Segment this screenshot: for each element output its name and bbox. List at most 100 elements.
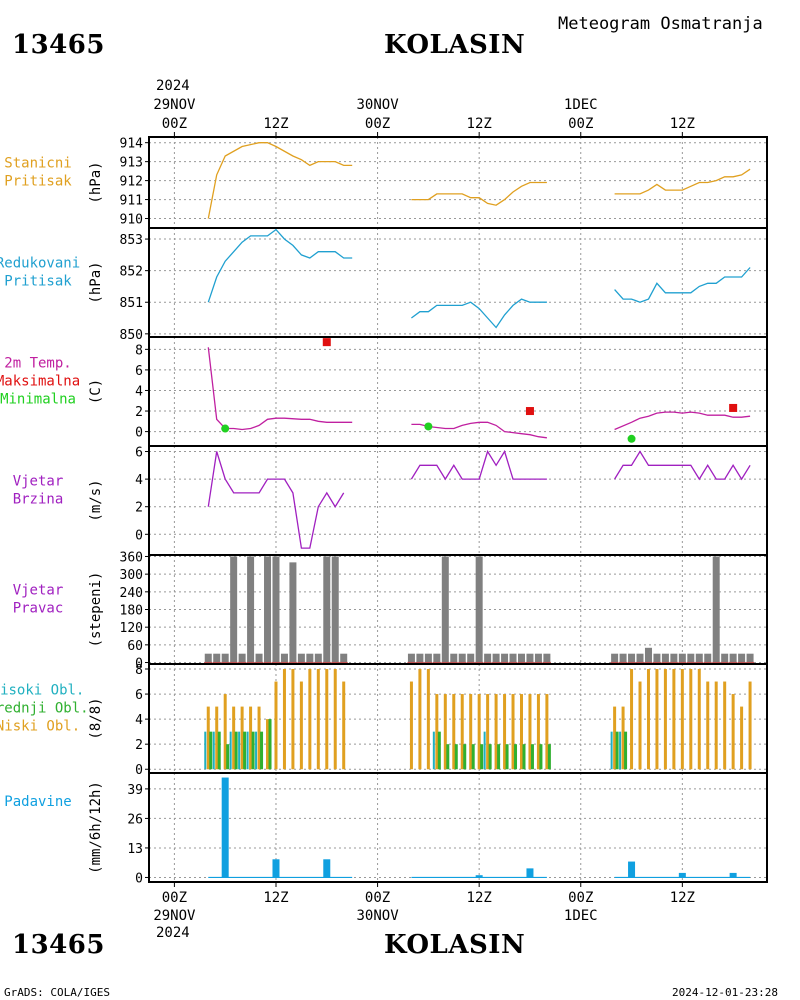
reduced_pressure-line xyxy=(207,228,353,303)
direction-bar xyxy=(213,653,221,663)
precip-bar xyxy=(272,859,280,878)
direction-bar xyxy=(509,653,517,663)
direction-bar xyxy=(543,653,551,663)
y-tick-label: 914 xyxy=(120,137,144,152)
y-tick-label: 120 xyxy=(120,621,143,636)
panel-label: Vjetar xyxy=(13,583,64,599)
y-tick-label: 0 xyxy=(135,871,143,886)
precip-bar xyxy=(323,859,331,878)
y-tick-label: 912 xyxy=(120,175,143,190)
cloud-low-bar xyxy=(409,681,413,770)
y-axis-unit: (mm/6h/12h) xyxy=(88,781,104,874)
y-tick-label: 910 xyxy=(120,213,143,228)
panel-label: Brzina xyxy=(13,492,64,508)
cloud-low-bar xyxy=(249,706,253,770)
cloud-mid-bar xyxy=(226,744,230,770)
y-axis-unit: (stepeni) xyxy=(88,572,104,648)
cloud-low-bar xyxy=(646,669,650,770)
cloud-low-bar xyxy=(232,706,236,770)
direction-bar xyxy=(619,653,627,663)
direction-bar xyxy=(247,556,255,663)
cloud-low-bar xyxy=(486,694,490,770)
cloud-low-bar xyxy=(655,669,659,770)
y-tick-label: 6 xyxy=(135,688,143,703)
reduced_pressure-line xyxy=(614,267,751,303)
direction-bar xyxy=(517,653,525,663)
cloud-mid-bar xyxy=(480,744,484,770)
tmin-marker xyxy=(221,424,230,433)
cloud-mid-bar xyxy=(251,731,255,770)
station-id-bottom: 13465 xyxy=(12,930,105,960)
direction-bar xyxy=(340,653,348,663)
cloud-low-bar xyxy=(308,669,312,770)
direction-bar xyxy=(721,653,729,663)
panel-label: Padavine xyxy=(4,794,71,810)
cloud-low-bar xyxy=(621,706,625,770)
tmin-marker xyxy=(424,422,433,431)
cloud-low-bar xyxy=(282,669,286,770)
cloud-mid-bar xyxy=(530,744,534,770)
y-axis-unit: (hPa) xyxy=(88,261,104,303)
direction-bar xyxy=(712,556,720,663)
top-year-label: 2024 xyxy=(156,78,190,94)
cloud-mid-bar xyxy=(463,744,467,770)
direction-bar xyxy=(661,653,669,663)
cloud-high-bar xyxy=(432,731,435,770)
cloud-low-bar xyxy=(528,694,532,770)
time-hour-label-bottom: 00Z xyxy=(365,890,390,906)
cloud-low-bar xyxy=(291,669,295,770)
panel-label: Redukovani xyxy=(0,256,80,272)
cloud-mid-bar xyxy=(505,744,509,770)
panel-label: Minimalna xyxy=(0,392,76,408)
cloud-low-bar xyxy=(316,669,320,770)
direction-bar xyxy=(670,653,678,663)
cloud-low-bar xyxy=(469,694,473,770)
direction-bar xyxy=(746,653,754,663)
direction-bar xyxy=(729,653,737,663)
panel-label: Pritisak xyxy=(4,174,72,190)
cloud-low-bar xyxy=(426,669,430,770)
cloud-low-bar xyxy=(503,694,507,770)
station_pressure-line xyxy=(411,181,547,206)
panel-label: Maksimalna xyxy=(0,374,80,390)
cloud-low-bar xyxy=(452,694,456,770)
cloud-low-bar xyxy=(418,669,422,770)
y-tick-label: 853 xyxy=(120,233,143,248)
panel-label: Vjetar xyxy=(13,474,64,490)
time-hour-label-top: 12Z xyxy=(263,116,288,132)
station-id-top: 13465 xyxy=(12,30,105,60)
direction-bar xyxy=(272,556,280,663)
cloud-mid-bar xyxy=(539,744,543,770)
direction-bar xyxy=(331,556,339,663)
direction-bar xyxy=(264,556,272,663)
precip-bar xyxy=(729,872,737,878)
wind_speed-line xyxy=(614,450,751,481)
direction-bar xyxy=(424,653,432,663)
cloud-low-bar xyxy=(706,681,710,770)
panel-frame xyxy=(148,136,768,229)
cloud-low-bar xyxy=(613,706,617,770)
meteogram-subtitle: Meteogram Osmatranja xyxy=(558,14,763,34)
cloud-low-bar xyxy=(663,669,667,770)
direction-bar xyxy=(450,653,458,663)
cloud-low-bar xyxy=(206,706,210,770)
cloud-mid-bar xyxy=(547,744,551,770)
precip-bar xyxy=(628,861,636,878)
panel-label: Pravac xyxy=(13,601,64,617)
reduced_pressure-line xyxy=(411,298,547,329)
temperature-line xyxy=(411,421,547,439)
generation-timestamp: 2024-12-01-23:28 xyxy=(672,986,778,999)
cloud-mid-bar xyxy=(234,731,238,770)
temperature-line xyxy=(207,347,353,431)
direction-bar xyxy=(704,653,712,663)
direction-bar xyxy=(306,653,314,663)
y-tick-label: 4 xyxy=(135,713,143,728)
tmax-marker xyxy=(525,407,534,416)
direction-bar xyxy=(441,556,449,663)
wind_speed-line xyxy=(410,449,547,481)
direction-bar xyxy=(644,647,652,663)
direction-bar xyxy=(407,653,415,663)
bottom-year-label: 2024 xyxy=(156,925,190,941)
cloud-low-bar xyxy=(342,681,346,770)
cloud-low-bar xyxy=(714,681,718,770)
